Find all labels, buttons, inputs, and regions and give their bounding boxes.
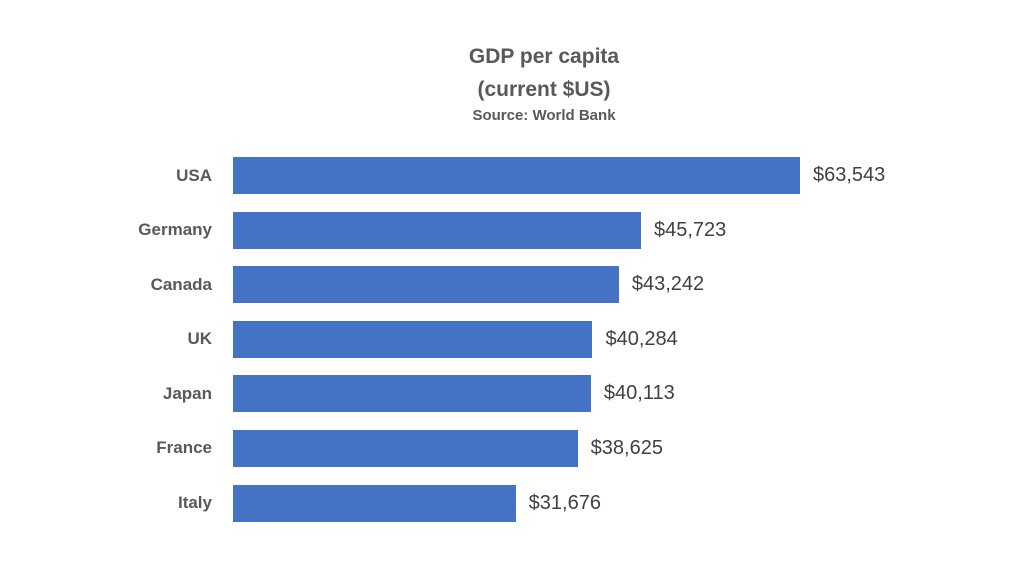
chart-title-line1: GDP per capita: [468, 45, 620, 68]
plot-area: USA $63,543 Germany $45,723 Canada $43,242 UK $…: [0, 157, 1024, 539]
bar: [233, 211, 641, 249]
value-label: $43,242: [631, 273, 705, 296]
bar: [233, 266, 619, 304]
bar: [233, 320, 593, 358]
chart-title-block: GDP per capita (current $US) Source: Wor…: [64, 40, 1024, 126]
value-label: $40,113: [603, 382, 675, 405]
bar: [233, 484, 516, 522]
category-label: Japan: [162, 383, 212, 403]
category-label: Italy: [177, 493, 212, 513]
value-label: $38,625: [590, 436, 663, 459]
bar-row: USA $63,543: [0, 157, 1024, 194]
bar-row: Germany $45,723: [0, 211, 1024, 249]
chart-title-line2: (current $US): [477, 78, 611, 101]
bar: [233, 375, 591, 413]
value-label: $63,543: [813, 164, 886, 186]
category-label: USA: [176, 165, 212, 185]
bar: [233, 429, 578, 467]
category-label: France: [156, 438, 212, 458]
value-label: $45,723: [653, 218, 727, 241]
bar-row: Canada $43,242: [0, 266, 1024, 304]
value-label: $31,676: [528, 491, 601, 514]
bar-row: UK $40,284: [0, 320, 1024, 358]
category-label: Germany: [138, 220, 212, 240]
bar-row: Japan $40,113: [0, 375, 1024, 413]
value-label: $40,284: [605, 327, 678, 350]
bar: [233, 157, 800, 194]
category-label: UK: [187, 329, 212, 349]
bar-row: Italy $31,676: [0, 484, 1024, 522]
bar-row: France $38,625: [0, 429, 1024, 467]
category-label: Canada: [150, 274, 212, 294]
chart-subtitle: Source: World Bank: [472, 107, 616, 124]
